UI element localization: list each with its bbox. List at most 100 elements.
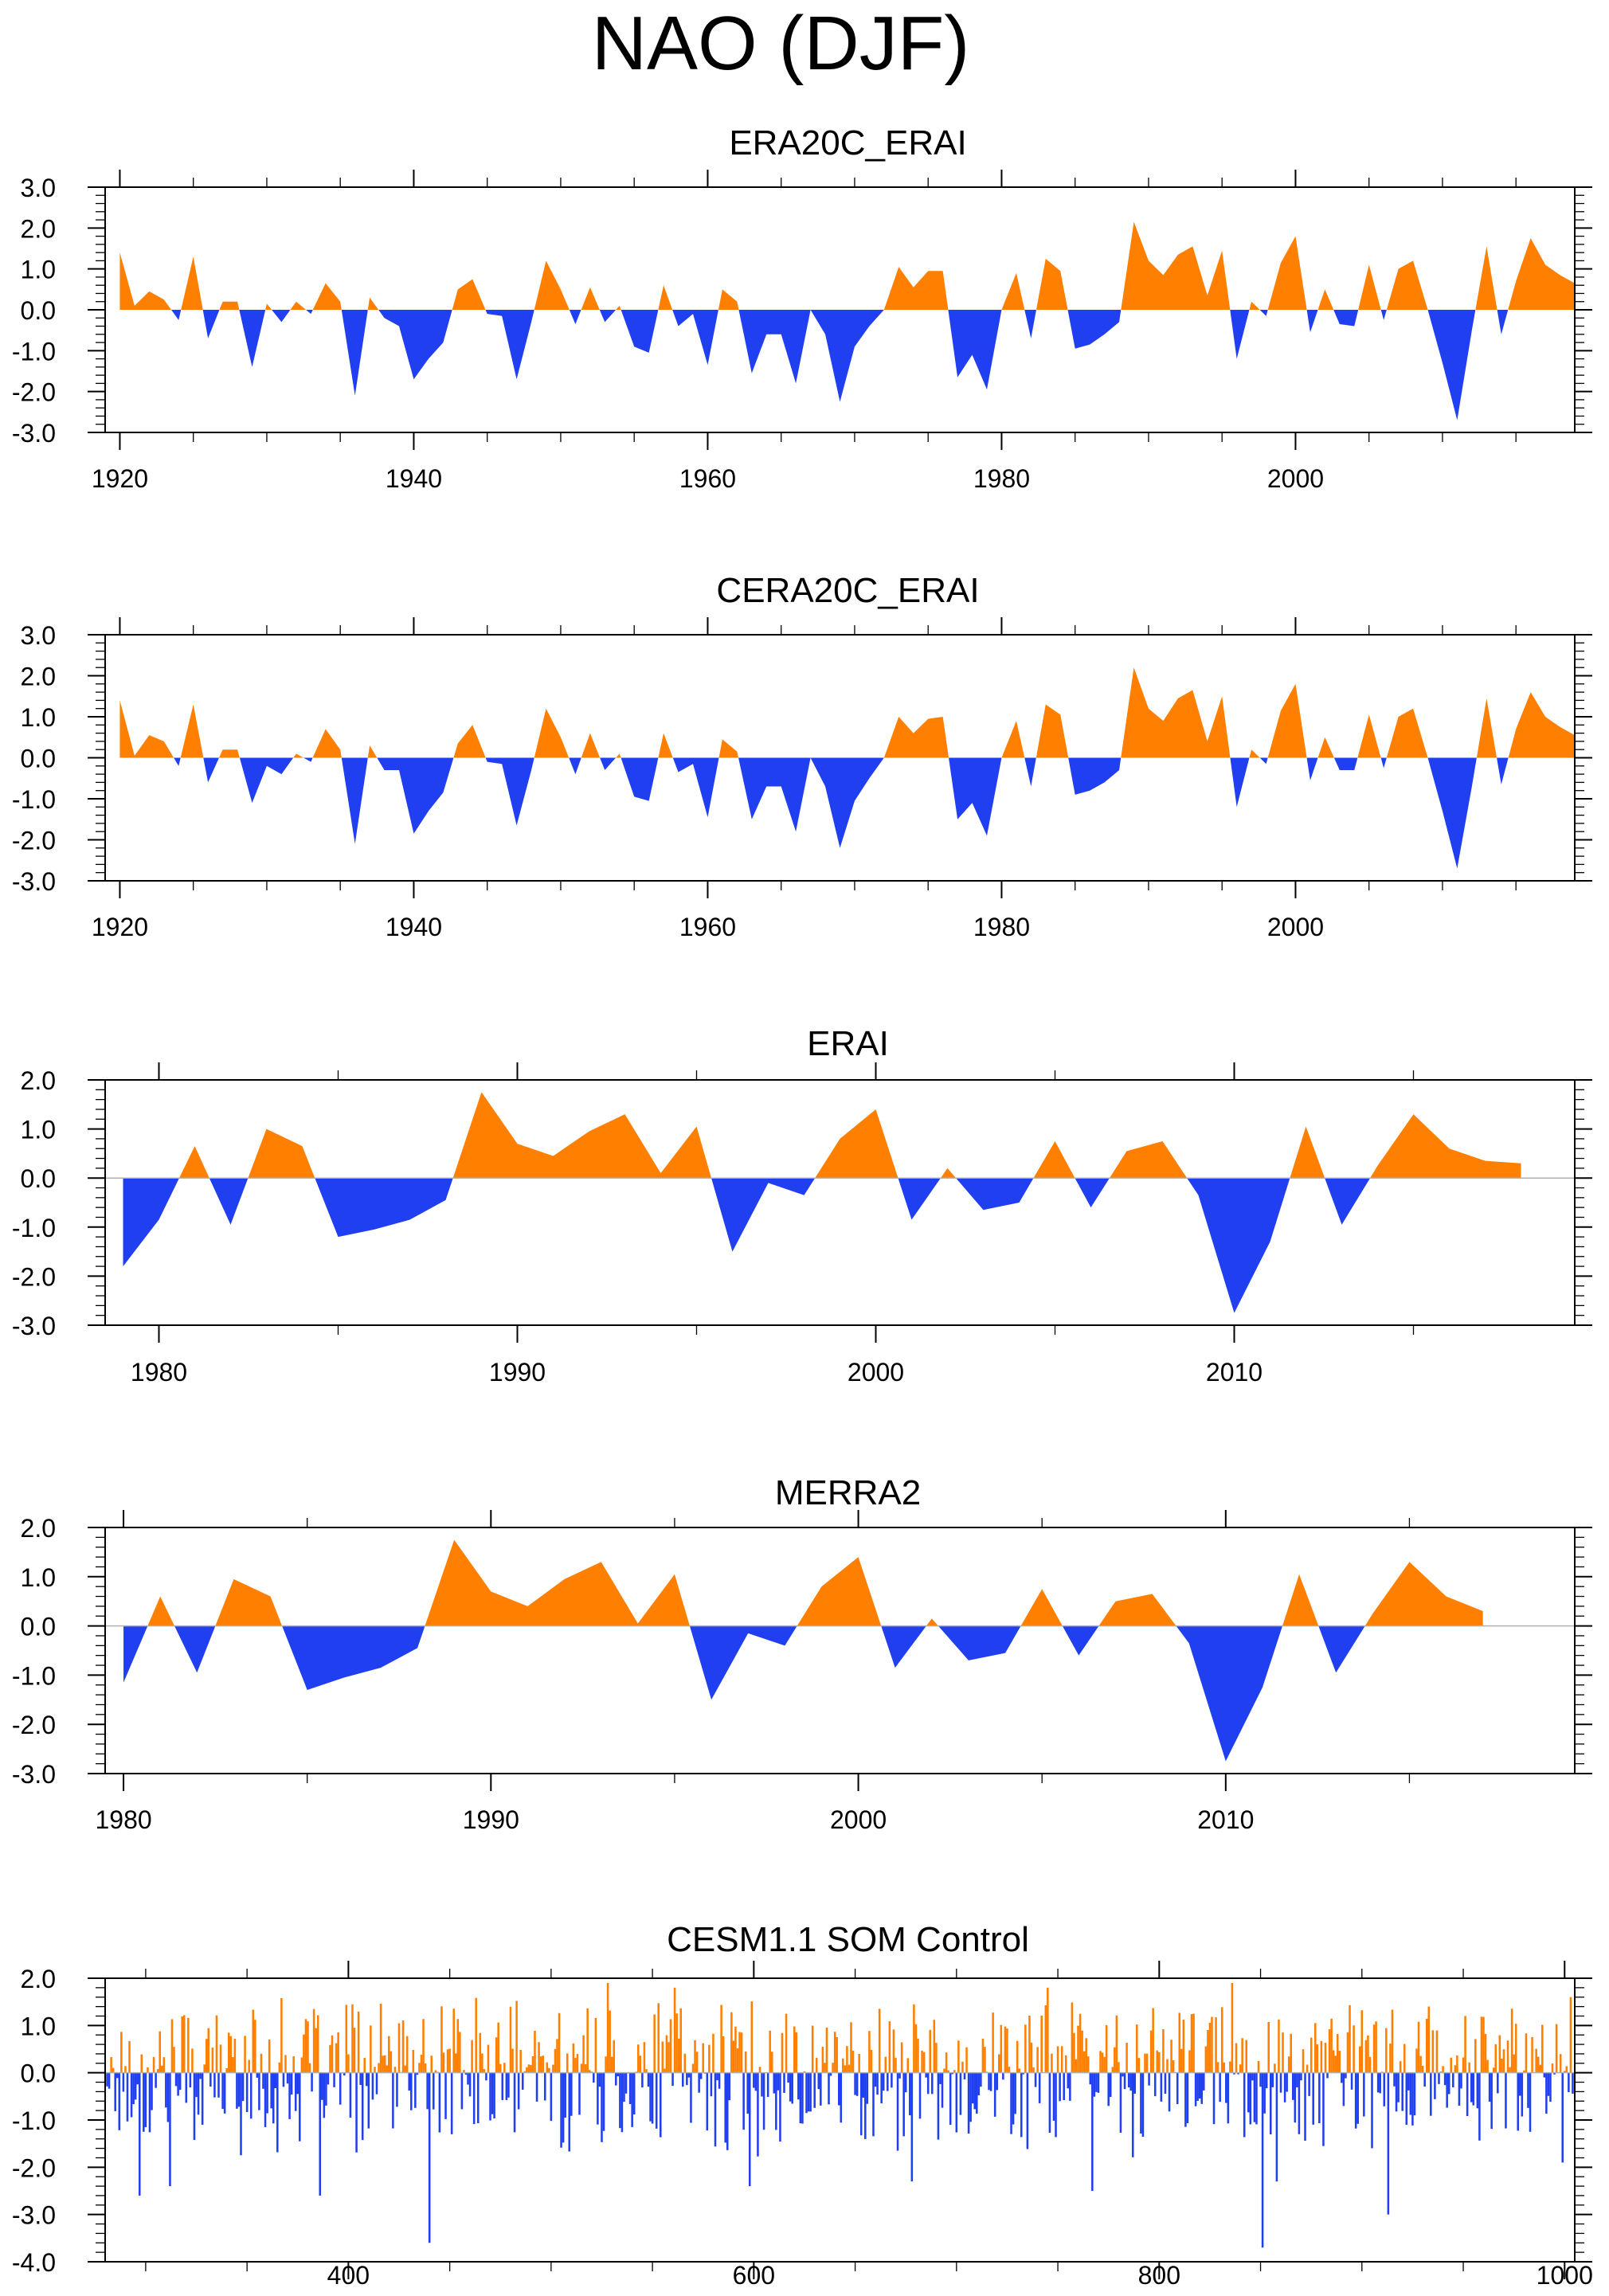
positive-bar: [307, 2021, 309, 2073]
negative-bar: [414, 2072, 417, 2108]
positive-bar: [821, 2047, 824, 2073]
negative-bar: [876, 2072, 879, 2095]
positive-bar: [1368, 2056, 1372, 2073]
negative-bar: [438, 2072, 441, 2133]
positive-bar: [769, 2030, 771, 2073]
positive-bar: [1480, 2016, 1483, 2073]
positive-bar: [1324, 2042, 1327, 2073]
positive-bar: [546, 2062, 549, 2073]
negative-bar: [432, 2072, 435, 2110]
negative-bar: [1237, 2072, 1239, 2075]
negative-bar: [1286, 2072, 1288, 2092]
negative-bar: [256, 2072, 259, 2078]
positive-bar: [1431, 2030, 1435, 2073]
positive-bar: [1085, 2038, 1087, 2073]
negative-bar: [467, 2072, 469, 2085]
positive-bar: [331, 2035, 334, 2073]
negative-bar: [1543, 2072, 1546, 2078]
positive-bar: [566, 2053, 569, 2073]
positive-bar: [1456, 2055, 1458, 2073]
positive-bar: [922, 2052, 926, 2073]
negative-bar: [143, 2072, 145, 2132]
positive-bar: [405, 2036, 409, 2073]
y-tick-label: -3.0: [12, 1312, 56, 1340]
negative-bar: [891, 2072, 893, 2088]
negative-bar: [787, 2072, 789, 2083]
negative-bar: [1164, 2072, 1167, 2095]
positive-bar: [825, 2027, 828, 2073]
panel-title: CERA20C_ERAI: [716, 571, 979, 610]
positive-area: [119, 221, 1576, 310]
positive-bar: [420, 2055, 423, 2073]
positive-bar: [140, 2054, 143, 2073]
y-tick-label: 3.0: [21, 174, 56, 202]
negative-bar: [323, 2072, 326, 2118]
negative-bar: [1308, 2072, 1310, 2096]
negative-bar: [1184, 2072, 1187, 2127]
negative-bar: [1012, 2072, 1015, 2125]
negative-bar: [349, 2072, 352, 2118]
negative-bar: [276, 2072, 279, 2153]
positive-bar: [1439, 2071, 1443, 2073]
negative-bar: [754, 2072, 758, 2091]
positive-bar: [811, 2025, 814, 2073]
x-tick-label: 1980: [973, 464, 1030, 493]
negative-bar: [1107, 2072, 1110, 2106]
negative-bar: [963, 2072, 966, 2079]
positive-bar: [1502, 2049, 1505, 2073]
positive-bar: [1216, 2062, 1219, 2073]
positive-bar: [1498, 2035, 1501, 2073]
negative-bar: [476, 2072, 480, 2124]
positive-bar: [1525, 2033, 1528, 2073]
negative-bar: [1133, 2072, 1137, 2094]
positive-bar: [471, 2040, 473, 2073]
positive-bar: [1180, 2048, 1183, 2073]
positive-bar: [1099, 2051, 1102, 2073]
positive-bar: [1290, 2033, 1292, 2073]
positive-bar: [1442, 2066, 1444, 2073]
positive-bar: [292, 2055, 295, 2073]
negative-bar: [748, 2072, 751, 2187]
x-tick-label: 1990: [463, 1805, 519, 1834]
negative-bar: [1423, 2072, 1426, 2087]
positive-bar: [1051, 2053, 1053, 2073]
negative-bar: [1371, 2072, 1373, 2149]
negative-bar: [1249, 2072, 1252, 2125]
negative-bar: [472, 2072, 476, 2125]
panel-title: MERRA2: [775, 1473, 921, 1512]
positive-bar: [191, 2048, 194, 2073]
positive-bar: [740, 2032, 743, 2073]
positive-bar: [694, 2040, 696, 2073]
negative-bar: [1521, 2072, 1524, 2117]
positive-bar: [187, 2017, 190, 2073]
negative-bar: [1048, 2072, 1051, 2133]
positive-bar: [673, 1987, 676, 2073]
positive-bar: [347, 2054, 350, 2073]
negative-bar: [797, 2072, 800, 2100]
positive-bar: [1032, 2067, 1035, 2073]
positive-bar: [254, 2020, 256, 2073]
positive-bar: [943, 2068, 945, 2073]
negative-bar: [809, 2072, 812, 2112]
positive-bar: [554, 2048, 557, 2073]
positive-bar: [300, 2057, 303, 2073]
negative-bar: [1063, 2072, 1065, 2100]
negative-bar: [564, 2072, 566, 2118]
negative-bar: [939, 2072, 942, 2084]
negative-bar: [299, 2072, 301, 2141]
positive-bar: [503, 2063, 506, 2073]
y-tick-label: -3.0: [12, 867, 56, 896]
positive-bar: [159, 2031, 161, 2073]
negative-bar: [166, 2072, 170, 2122]
negative-bar: [602, 2072, 605, 2131]
negative-bar: [1010, 2072, 1012, 2134]
x-tick-label: 1920: [92, 913, 148, 941]
negative-bar: [1452, 2072, 1454, 2087]
negative-bar: [598, 2072, 601, 2087]
negative-bar: [726, 2072, 729, 2150]
positive-bar: [1077, 2025, 1079, 2073]
negative-bar: [1443, 2072, 1447, 2086]
negative-bar: [593, 2072, 595, 2083]
positive-bar: [933, 2020, 936, 2073]
